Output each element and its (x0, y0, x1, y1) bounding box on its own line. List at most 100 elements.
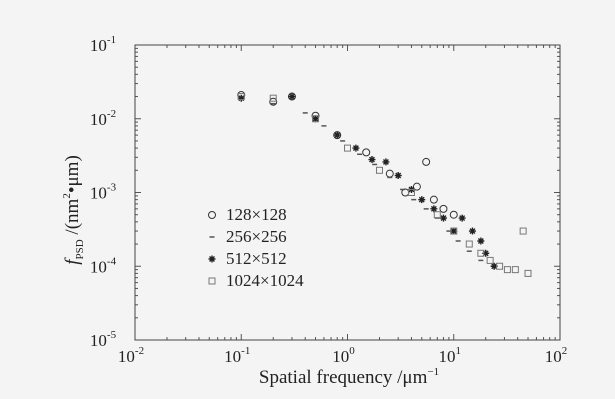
data-point-series-1 (422, 157, 431, 166)
y-axis-label-sub: PSD (74, 239, 86, 259)
data-point-series-4 (519, 227, 527, 235)
y-tick-exp: -1 (107, 34, 116, 46)
data-point-series-3 (312, 115, 320, 123)
data-point-series-1 (439, 204, 448, 213)
data-point-series-2 (387, 176, 393, 179)
x-tick-label: 10-1 (224, 345, 250, 366)
x-tick-base: 10 (118, 347, 135, 366)
legend-label-4: 1024×1024 (226, 271, 304, 290)
x-tick-label: 10-2 (118, 345, 144, 366)
y-tick-base: 10 (90, 36, 107, 55)
data-point-series-2 (446, 230, 452, 232)
y-axis-label-rest-a: /(nm (62, 198, 83, 239)
y-tick-exp: -2 (107, 108, 116, 120)
legend-marker-1 (208, 211, 216, 219)
data-point-series-4 (433, 211, 441, 219)
data-point-series-1 (429, 195, 438, 204)
data-point-series-3 (418, 196, 426, 204)
data-point-series-2 (478, 259, 484, 262)
y-tick-label: 10-3 (90, 182, 117, 203)
y-tick-exp: -4 (107, 255, 117, 267)
legend: 128×128 256×256 512×512 1024×1024 (208, 205, 304, 290)
data-point-series-4 (450, 227, 458, 235)
data-point-series-3 (450, 227, 458, 235)
data-point-series-3 (468, 227, 476, 235)
data-point-series-4 (375, 166, 383, 174)
x-tick-exp: -2 (135, 345, 144, 357)
legend-label-1: 128×128 (226, 205, 287, 224)
x-tick-exp: 0 (349, 345, 355, 357)
data-point-series-3 (394, 172, 402, 180)
x-tick-exp: 2 (562, 345, 568, 357)
legend-marker-4 (208, 277, 216, 285)
x-tick-exp: 1 (456, 345, 462, 357)
data-point-series-3 (382, 158, 390, 166)
data-point-series-1 (269, 97, 278, 106)
x-tick-base: 10 (439, 347, 456, 366)
y-tick-base: 10 (90, 331, 107, 350)
data-point-series-4 (312, 115, 320, 123)
y-axis-label-main: f (62, 257, 83, 265)
y-axis-label-rest-b: •μm) (62, 155, 83, 193)
y-tick-base: 10 (90, 110, 107, 129)
data-point-series-3 (477, 237, 485, 245)
y-tick-label: 10-1 (90, 34, 116, 55)
data-point-series-4 (524, 269, 532, 277)
data-point-series-4 (407, 189, 415, 196)
y-tick-label: 10-4 (90, 255, 117, 276)
data-point-series-2 (411, 198, 417, 201)
data-point-series-3 (352, 144, 360, 152)
legend-marker-2 (209, 236, 215, 238)
data-point-series-4 (465, 240, 473, 248)
data-point-series-2 (357, 153, 363, 156)
legend-label-3: 512×512 (226, 249, 287, 268)
data-point-series-3 (237, 94, 245, 102)
data-point-series-2 (400, 188, 406, 191)
data-point-series-2 (302, 112, 308, 114)
legend-marker-3 (208, 255, 216, 263)
data-point-series-3 (490, 262, 498, 270)
y-tick-labels: 10-510-410-310-210-1 (90, 34, 117, 350)
data-point-series-3 (430, 205, 438, 213)
data-point-series-4 (344, 144, 351, 152)
data-point-series-4 (269, 94, 277, 102)
data-point-series-2 (423, 208, 429, 210)
y-axis-label: fPSD /(nm2•μm) (61, 155, 86, 265)
data-point-series-3 (439, 214, 447, 222)
data-point-series-2 (466, 250, 472, 252)
data-point-series-3 (333, 131, 341, 139)
y-axis-label-sup: 2 (61, 193, 73, 199)
data-point-series-1 (362, 148, 371, 157)
data-point-series-2 (321, 125, 327, 127)
x-tick-label: 102 (545, 345, 568, 366)
data-point-series-4 (237, 93, 245, 101)
x-tick-base: 10 (332, 347, 349, 366)
data-point-series-2 (455, 240, 461, 242)
y-tick-base: 10 (90, 184, 107, 203)
data-point-series-4 (477, 249, 485, 257)
plot-frame (134, 44, 561, 341)
data-point-series-3 (288, 93, 296, 101)
y-tick-label: 10-2 (90, 108, 116, 129)
data-point-series-4 (486, 256, 494, 264)
data-point-series-2 (372, 163, 378, 166)
x-tick-labels: 10-2 10-1 100 101 102 (118, 345, 567, 366)
data-point-series-3 (458, 214, 466, 222)
data-points-layer (237, 90, 532, 277)
x-axis-label-sup: −1 (427, 366, 439, 378)
data-point-series-3 (482, 249, 490, 257)
legend-label-2: 256×256 (226, 227, 287, 246)
x-tick-base: 10 (224, 347, 241, 366)
data-point-series-4 (496, 262, 504, 270)
x-tick-label: 101 (439, 345, 462, 366)
x-tick-base: 10 (545, 347, 562, 366)
x-axis-label: Spatial frequency /μm−1 (259, 366, 439, 388)
data-point-series-3 (368, 156, 376, 164)
y-tick-exp: -3 (107, 182, 117, 194)
data-point-series-1 (449, 210, 458, 219)
data-point-series-2 (270, 102, 276, 105)
y-tick-exp: -5 (107, 329, 117, 341)
x-tick-exp: -1 (241, 345, 250, 357)
data-point-series-2 (340, 140, 346, 142)
